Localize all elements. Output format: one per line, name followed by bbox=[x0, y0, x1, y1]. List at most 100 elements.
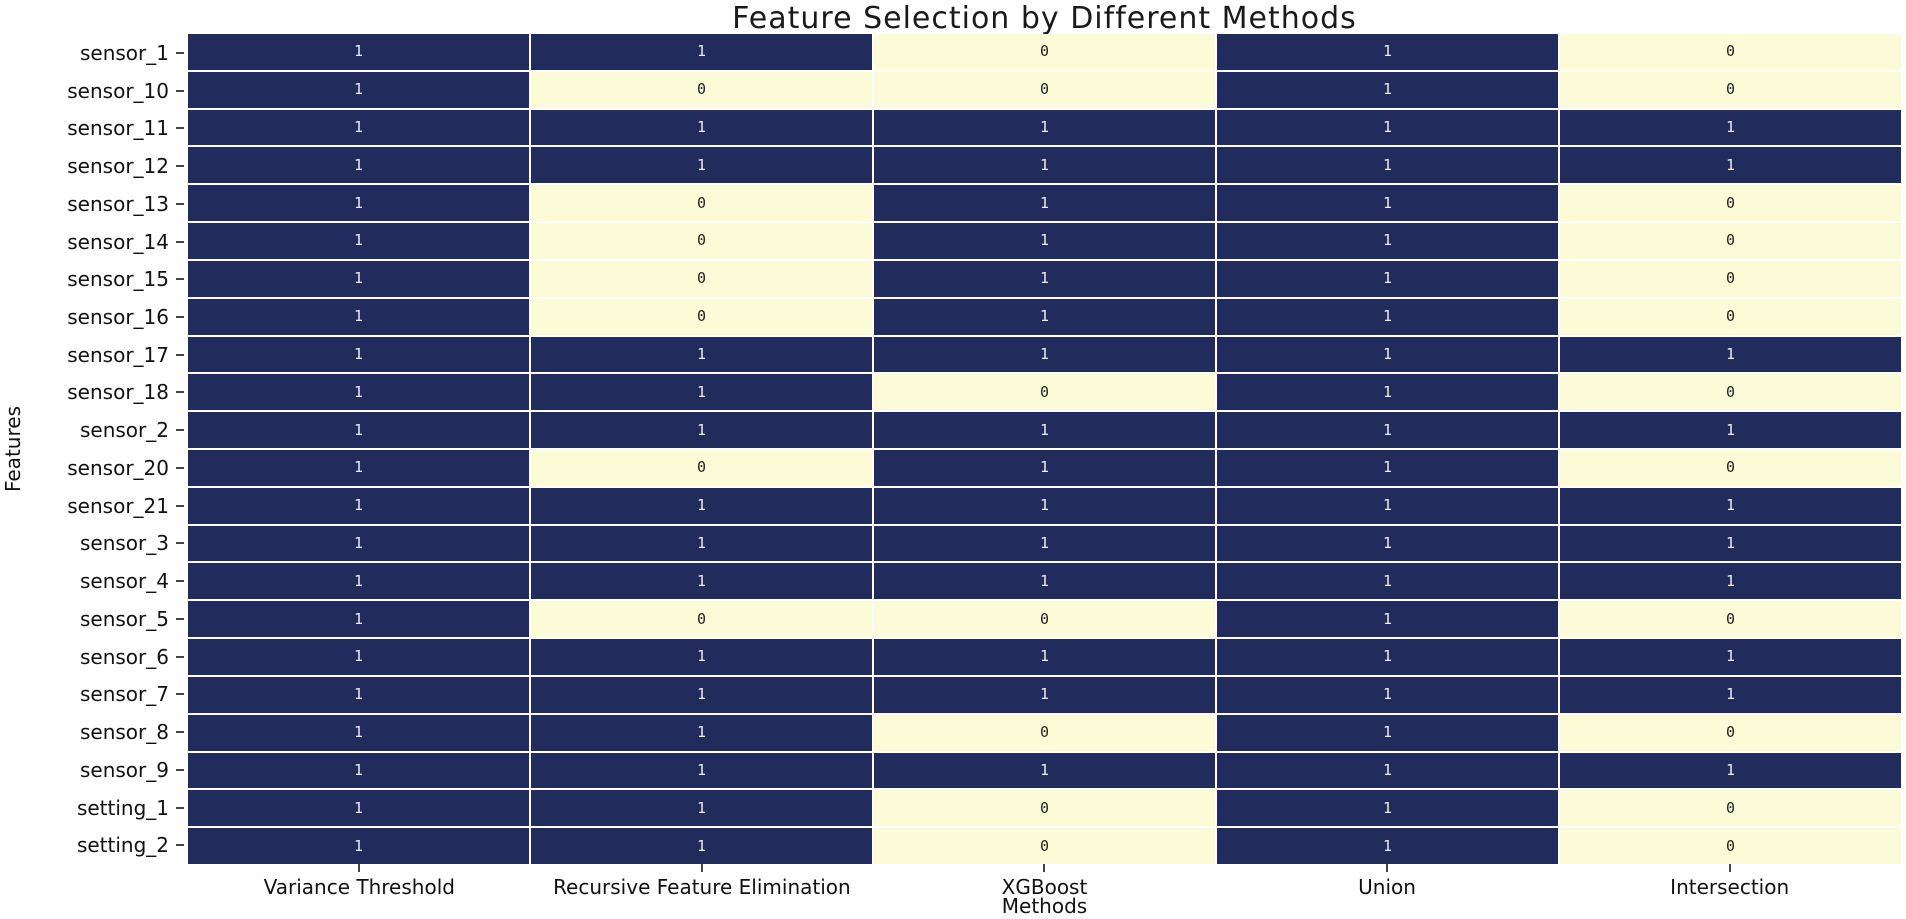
y-tick-mark bbox=[176, 391, 184, 394]
heatmap-cell: 0 bbox=[531, 298, 872, 335]
heatmap-cell: 0 bbox=[531, 260, 872, 297]
heatmap-cell: 0 bbox=[1560, 185, 1901, 222]
column-tick: XGBoost bbox=[873, 864, 1216, 916]
y-tick-mark bbox=[176, 127, 184, 130]
heatmap-cell: 1 bbox=[531, 790, 872, 827]
y-tick-mark bbox=[176, 278, 184, 281]
heatmap-cell: 1 bbox=[531, 109, 872, 146]
heatmap-cell: 1 bbox=[874, 185, 1215, 222]
heatmap-cell: 1 bbox=[531, 487, 872, 524]
heatmap-cell: 1 bbox=[188, 71, 529, 108]
column-tick: Variance Threshold bbox=[188, 864, 531, 916]
heatmap-cell: 1 bbox=[188, 487, 529, 524]
heatmap-cell: 1 bbox=[531, 412, 872, 448]
chart-title: Feature Selection by Different Methods bbox=[732, 1, 1357, 36]
row-label-text: sensor_2 bbox=[79, 418, 169, 443]
row-label-text: sensor_15 bbox=[67, 267, 169, 292]
heatmap-cell: 1 bbox=[874, 412, 1215, 448]
heatmap-cell: 1 bbox=[188, 298, 529, 335]
heatmap-cell: 1 bbox=[874, 449, 1215, 486]
heatmap-cell: 1 bbox=[531, 676, 872, 713]
heatmap-cell: 1 bbox=[188, 374, 529, 411]
row-label-text: sensor_18 bbox=[67, 380, 169, 405]
x-tick-mark bbox=[1043, 864, 1046, 872]
row-label: sensor_16 bbox=[0, 298, 186, 336]
y-tick-mark bbox=[176, 617, 184, 620]
column-tick: Intersection bbox=[1558, 864, 1901, 916]
heatmap-cell: 1 bbox=[1560, 639, 1901, 675]
column-label: Variance Threshold bbox=[263, 875, 455, 899]
heatmap-cell: 0 bbox=[1560, 260, 1901, 297]
heatmap-cell: 1 bbox=[1217, 828, 1558, 864]
heatmap-cell: 1 bbox=[1560, 752, 1901, 789]
row-label: sensor_11 bbox=[0, 109, 186, 147]
y-tick-mark bbox=[176, 693, 184, 696]
heatmap-cell: 1 bbox=[1217, 34, 1558, 70]
row-label: sensor_7 bbox=[0, 675, 186, 713]
column-label: Intersection bbox=[1670, 875, 1790, 899]
y-tick-mark bbox=[176, 542, 184, 545]
heatmap-cell: 1 bbox=[874, 563, 1215, 600]
column-label: XGBoost bbox=[1001, 875, 1088, 899]
row-label-text: sensor_10 bbox=[67, 78, 169, 103]
row-label: setting_1 bbox=[0, 789, 186, 827]
y-tick-mark bbox=[176, 844, 184, 847]
heatmap-cell: 1 bbox=[874, 525, 1215, 562]
x-axis-tick-labels: Variance Threshold Recursive Feature Elim… bbox=[188, 864, 1901, 916]
y-tick-mark bbox=[176, 466, 184, 469]
row-label-text: sensor_11 bbox=[67, 116, 169, 141]
heatmap-cell: 1 bbox=[1560, 563, 1901, 600]
row-label: sensor_6 bbox=[0, 638, 186, 676]
column-label: Union bbox=[1358, 875, 1416, 899]
row-label-text: setting_1 bbox=[76, 795, 169, 820]
row-label: sensor_4 bbox=[0, 562, 186, 600]
y-tick-mark bbox=[176, 768, 184, 771]
heatmap-cell: 0 bbox=[1560, 828, 1901, 864]
heatmap-cell: 1 bbox=[1217, 374, 1558, 411]
heatmap-cell: 0 bbox=[1560, 298, 1901, 335]
heatmap-cell: 1 bbox=[1217, 676, 1558, 713]
heatmap-cell: 1 bbox=[1217, 147, 1558, 184]
row-label-text: sensor_3 bbox=[79, 531, 169, 556]
heatmap-cell: 1 bbox=[874, 676, 1215, 713]
y-tick-mark bbox=[176, 240, 184, 243]
row-label-text: sensor_8 bbox=[79, 720, 169, 745]
heatmap-cell: 1 bbox=[531, 752, 872, 789]
row-label: sensor_18 bbox=[0, 374, 186, 412]
heatmap-cell: 0 bbox=[531, 185, 872, 222]
row-label-text: sensor_9 bbox=[79, 757, 169, 782]
heatmap-cell: 1 bbox=[188, 185, 529, 222]
y-tick-mark bbox=[176, 353, 184, 356]
heatmap-cell: 0 bbox=[531, 449, 872, 486]
heatmap-cell: 1 bbox=[531, 34, 872, 70]
heatmap-cell: 1 bbox=[1217, 298, 1558, 335]
heatmap-cell: 0 bbox=[1560, 790, 1901, 827]
heatmap-cell: 1 bbox=[531, 525, 872, 562]
row-label-text: sensor_5 bbox=[79, 606, 169, 631]
row-label: sensor_13 bbox=[0, 185, 186, 223]
heatmap-cell: 1 bbox=[188, 752, 529, 789]
y-tick-mark bbox=[176, 429, 184, 432]
y-tick-mark bbox=[176, 655, 184, 658]
row-label: sensor_21 bbox=[0, 487, 186, 525]
heatmap-cell: 1 bbox=[188, 109, 529, 146]
heatmap-cell: 1 bbox=[1217, 223, 1558, 259]
heatmap-cell: 1 bbox=[874, 298, 1215, 335]
row-label: sensor_8 bbox=[0, 713, 186, 751]
heatmap-cell: 1 bbox=[874, 223, 1215, 259]
row-label-text: sensor_16 bbox=[67, 305, 169, 329]
heatmap-cell: 1 bbox=[1217, 752, 1558, 789]
heatmap-cell: 1 bbox=[188, 336, 529, 373]
heatmap-cell: 0 bbox=[531, 71, 872, 108]
heatmap-cell: 1 bbox=[531, 336, 872, 373]
heatmap-cell: 1 bbox=[1217, 71, 1558, 108]
y-tick-mark bbox=[176, 580, 184, 583]
heatmap-cell: 1 bbox=[531, 374, 872, 411]
heatmap-cell: 1 bbox=[188, 676, 529, 713]
heatmap-cell: 1 bbox=[874, 109, 1215, 146]
heatmap-cell: 1 bbox=[188, 449, 529, 486]
heatmap-cell: 0 bbox=[1560, 34, 1901, 70]
x-tick-mark bbox=[1386, 864, 1389, 872]
y-tick-mark bbox=[176, 51, 184, 54]
